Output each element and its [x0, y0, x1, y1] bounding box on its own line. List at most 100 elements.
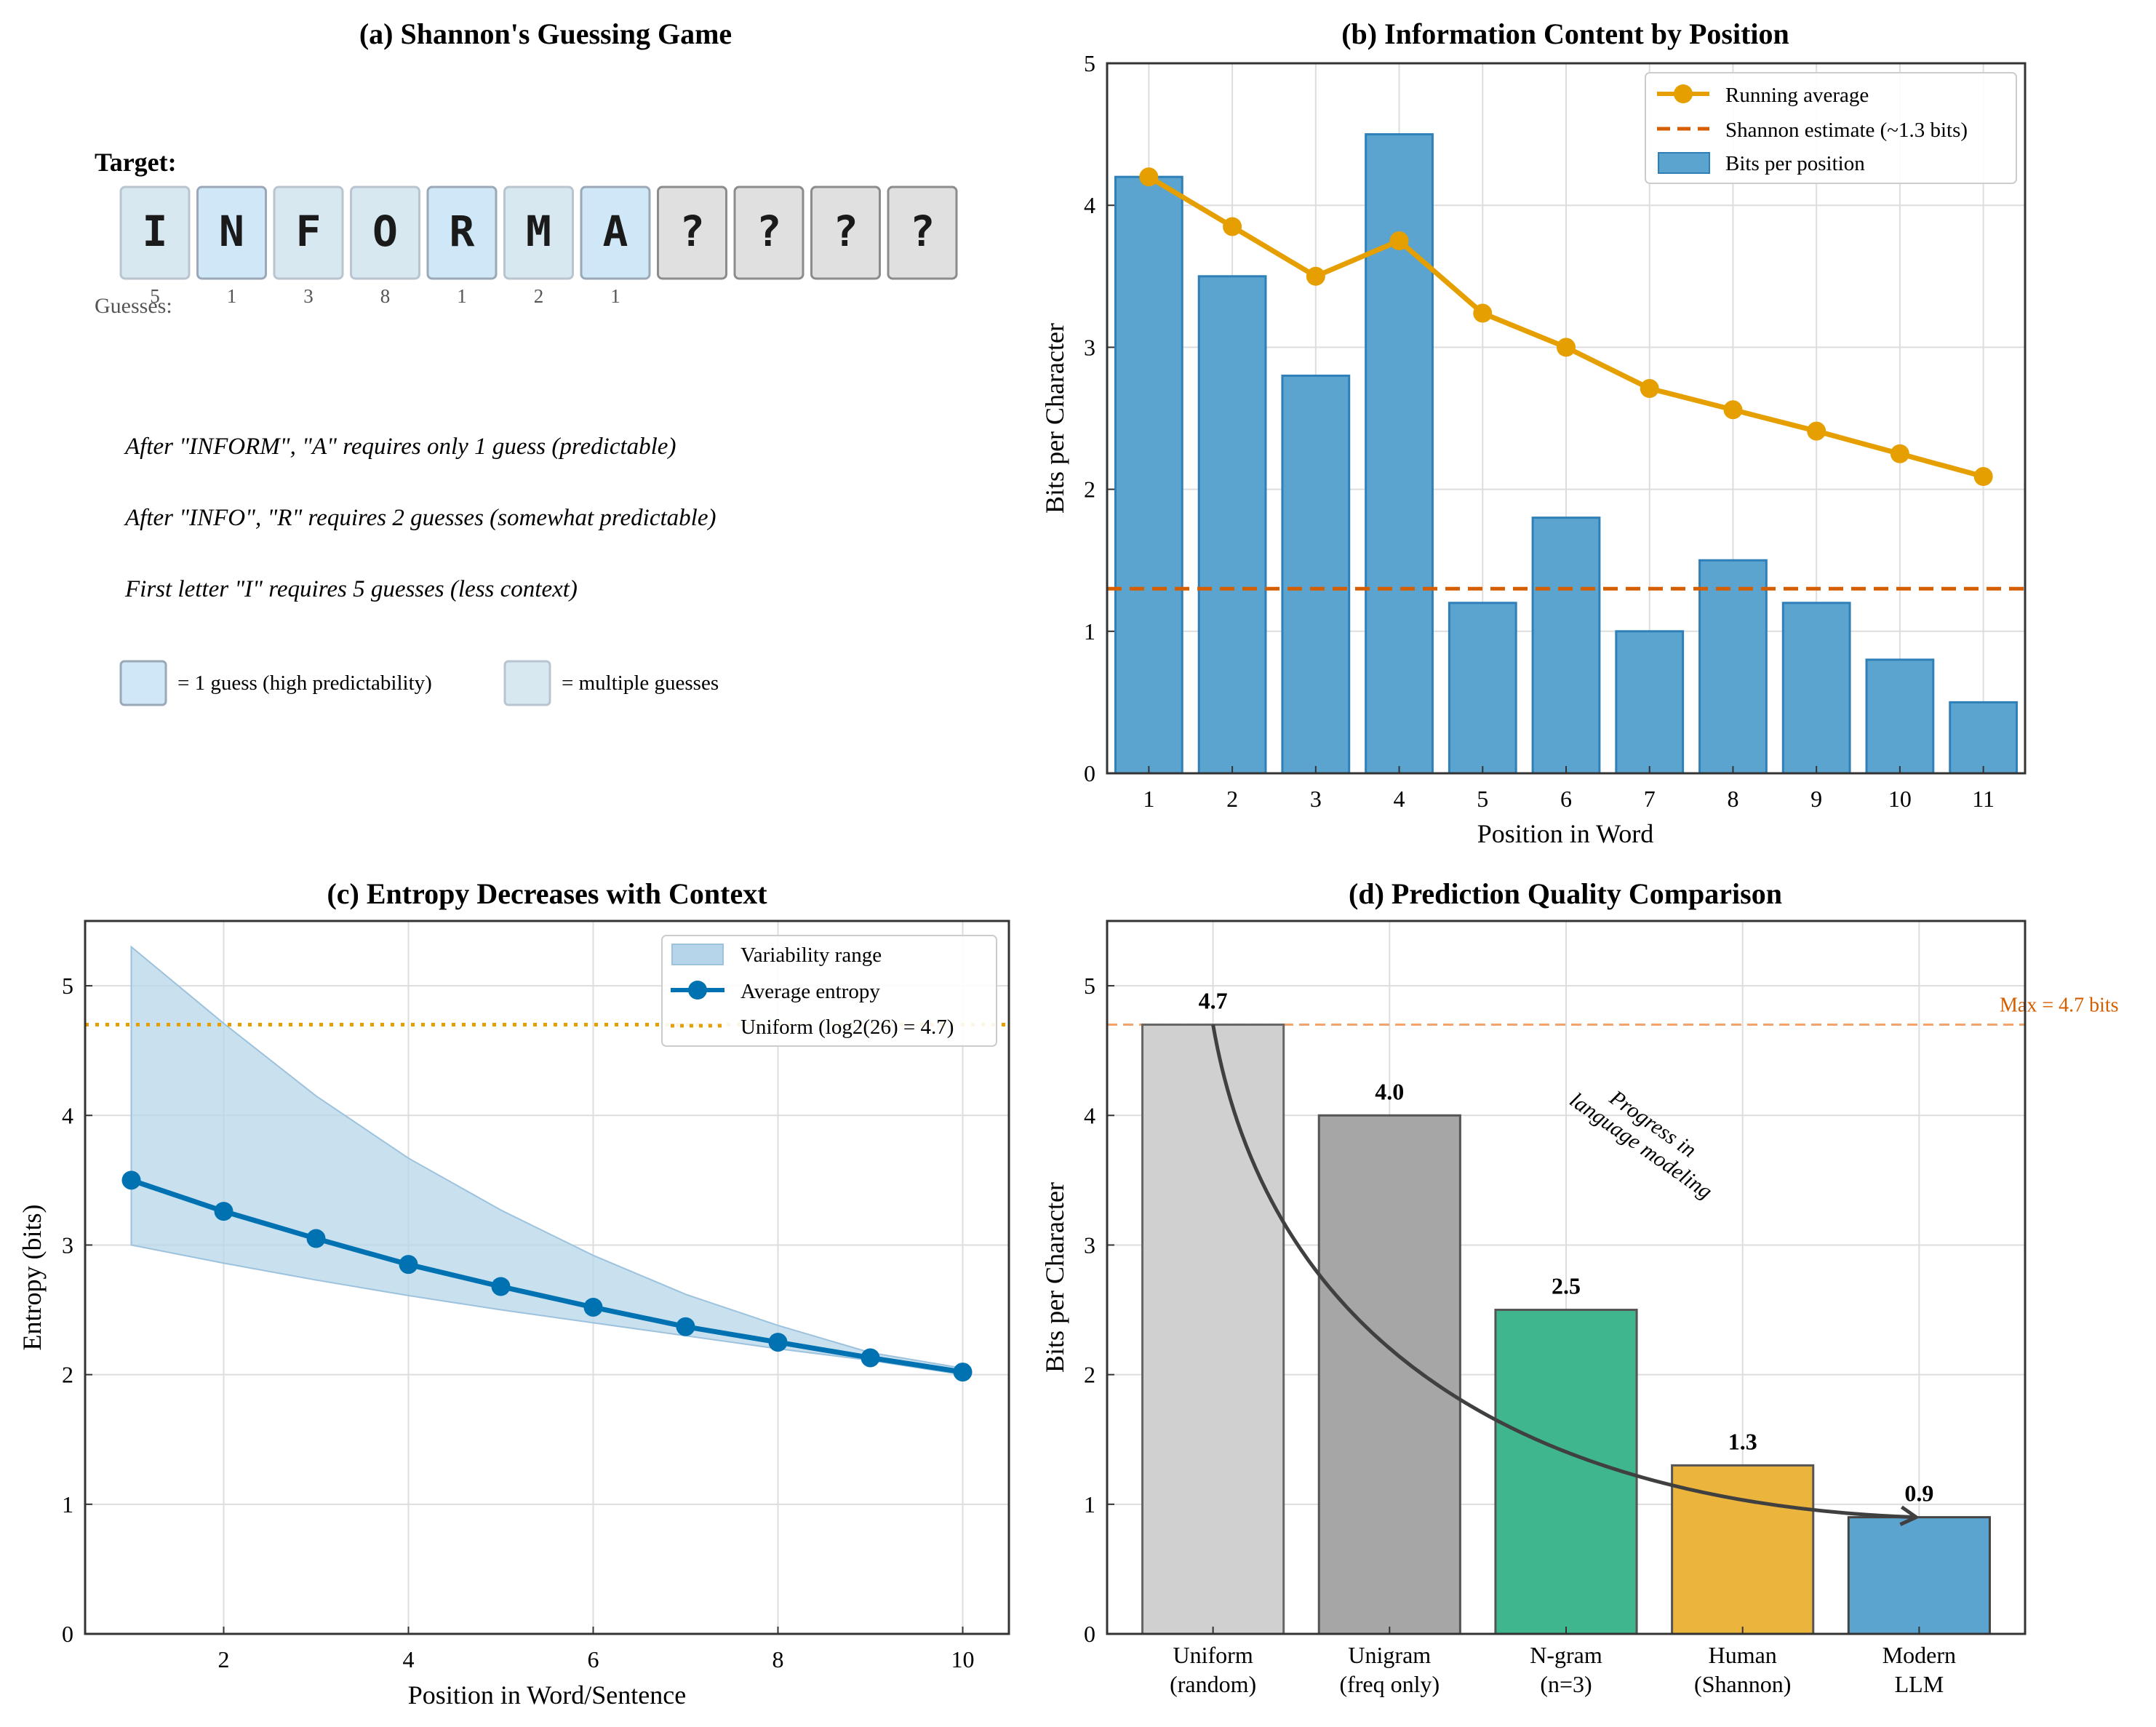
x-tick-label: 4 — [1394, 786, 1405, 812]
guess-count: 2 — [534, 285, 544, 307]
panel-d-ticks: 0 1 2 3 4 5 Uniform (random) Unigram (freq only) N… — [1084, 973, 1956, 1697]
bar-value-label: 0.9 — [1904, 1480, 1933, 1507]
legend-running-average-marker — [1674, 84, 1693, 103]
x-tick-label: 5 — [1477, 786, 1488, 812]
average-entropy-point — [121, 1170, 141, 1190]
legend-variability-label: Variability range — [740, 944, 882, 967]
bar-value-label: 1.3 — [1728, 1428, 1757, 1454]
y-tick-label: 5 — [1084, 50, 1095, 76]
legend-average-entropy-marker — [688, 981, 707, 1000]
letter-glyph: M — [526, 207, 551, 256]
panel-d-bars: 4.7 4.0 2.5 1.3 0.9 — [1141, 988, 1991, 1635]
letter-box — [426, 186, 498, 280]
letter-box — [273, 186, 344, 280]
guess-count: 3 — [303, 285, 314, 307]
y-tick-label: 0 — [62, 1621, 73, 1647]
letter-box — [350, 186, 420, 280]
average-entropy-point — [306, 1229, 326, 1248]
bar — [1615, 630, 1685, 775]
y-tick-label: 1 — [1084, 1491, 1095, 1517]
x-tick-label: 8 — [772, 1646, 784, 1672]
average-entropy-point — [768, 1333, 788, 1352]
panel-b-legend: Running average Shannon estimate (~1.3 b… — [1645, 72, 2017, 184]
y-tick-label: 1 — [1084, 618, 1095, 645]
running-average-point — [1640, 379, 1659, 399]
average-entropy-point — [676, 1317, 695, 1336]
average-entropy-line — [130, 1178, 964, 1375]
running-average-point — [1723, 400, 1743, 420]
x-tick-label: 9 — [1810, 786, 1822, 812]
average-entropy-point — [861, 1348, 880, 1368]
legend-single-guess-label: = 1 guess (high predictability) — [177, 671, 432, 695]
progress-arrow — [1211, 1024, 1915, 1520]
letter-box — [196, 186, 267, 280]
bar — [1865, 658, 1935, 775]
panel-c: (c) Entropy Decreases with Context 0 1 2 3 4… — [17, 877, 1010, 1710]
letter-glyph: I — [143, 207, 168, 256]
panel-c-average-entropy — [121, 1170, 973, 1382]
running-average-point — [1807, 421, 1826, 441]
legend-shannon-label: Shannon estimate (~1.3 bits) — [1725, 119, 1968, 142]
bar — [1141, 1024, 1285, 1635]
progress-arrow-head — [1899, 1505, 1918, 1526]
panel-a-title: (a) Shannon's Guessing Game — [359, 17, 732, 50]
average-entropy-point — [491, 1277, 511, 1296]
running-average-point — [1473, 303, 1493, 323]
letter-box — [503, 186, 574, 280]
legend-uniform-label: Uniform (log2(26) = 4.7) — [740, 1016, 954, 1039]
average-entropy-point — [399, 1255, 418, 1275]
panel-c-legend: Variability range Average entropy Unifor… — [661, 935, 997, 1047]
x-tick-label-line-1: Human — [1709, 1642, 1777, 1668]
x-tick-label: 6 — [588, 1646, 599, 1672]
panel-b-title: (b) Information Content by Position — [1341, 17, 1789, 50]
letter-box — [657, 186, 727, 280]
x-tick-label: 2 — [1226, 786, 1238, 812]
note-3: First letter "I" requires 5 guesses (les… — [124, 576, 578, 602]
running-average-point — [1557, 338, 1576, 357]
letter-box — [119, 186, 191, 280]
letter-glyph: ? — [756, 207, 782, 256]
panel-c-ticks: 0 1 2 3 4 5 2 4 6 8 10 — [62, 973, 975, 1672]
x-tick-label: 3 — [1310, 786, 1322, 812]
panel-c-axes-frame — [84, 920, 1010, 1635]
x-tick-label: 2 — [218, 1646, 230, 1672]
y-tick-label: 0 — [1084, 1621, 1095, 1647]
running-average-point — [1389, 231, 1409, 250]
letter-glyph: ? — [910, 207, 935, 256]
y-tick-label: 2 — [62, 1362, 73, 1388]
letter-boxes: I N F O R M A???? — [119, 186, 958, 280]
y-tick-label: 3 — [62, 1232, 73, 1258]
bar — [1317, 1114, 1461, 1635]
legend-bits-swatch — [1658, 152, 1710, 174]
guess-count: 1 — [227, 285, 237, 307]
letter-glyph: R — [450, 207, 475, 256]
x-tick-label: 8 — [1727, 786, 1738, 812]
panel-b: (b) Information Content by Position 0 1 2 3… — [1040, 17, 2027, 848]
y-tick-label: 4 — [1084, 1102, 1095, 1128]
x-tick-label: 10 — [1888, 786, 1912, 812]
bar — [1114, 175, 1183, 775]
legend-multiple-guesses-label: = multiple guesses — [562, 671, 719, 695]
y-tick-label: 2 — [1084, 476, 1095, 503]
letter-box — [810, 186, 881, 280]
letter-box — [887, 186, 958, 280]
letter-box — [580, 186, 651, 280]
letter-glyph: ? — [833, 207, 858, 256]
y-tick-label: 5 — [62, 973, 73, 999]
panel-d-max-line: Max = 4.7 bits — [1107, 994, 2119, 1026]
running-average-point — [1223, 217, 1242, 236]
x-tick-label: 4 — [403, 1646, 415, 1672]
panel-a: (a) Shannon's Guessing Game Target: I N F O… — [95, 17, 958, 706]
bar — [1281, 374, 1351, 775]
panel-b-xlabel: Position in Word — [1477, 819, 1653, 848]
guess-count: 1 — [457, 285, 467, 307]
panel-c-ylabel: Entropy (bits) — [17, 1205, 47, 1351]
bar — [1197, 275, 1267, 775]
y-tick-label: 4 — [1084, 192, 1095, 218]
bar-value-label: 2.5 — [1552, 1273, 1581, 1299]
legend-box-single-guess — [119, 660, 167, 706]
running-average-point — [1139, 167, 1159, 187]
x-tick-label-line-1: Uniform — [1173, 1642, 1253, 1668]
bar — [1671, 1464, 1815, 1635]
x-tick-label-line-1: N-gram — [1530, 1642, 1602, 1668]
